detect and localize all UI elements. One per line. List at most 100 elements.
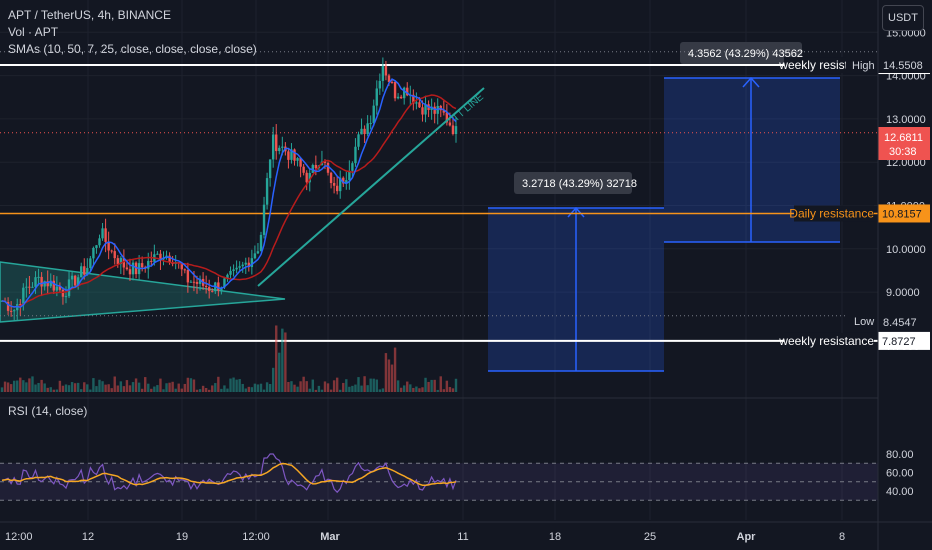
candle-body [448,122,452,126]
candle-body [412,94,415,104]
candle-body [396,96,400,99]
volume-bar [31,376,34,392]
candle-body [375,88,378,106]
x-axis-tick: 11 [457,531,468,543]
volume-bar [134,378,138,392]
x-axis-tick: 12:00 [5,531,33,543]
volume-bar [238,379,241,392]
candle-body [86,267,89,275]
candle-body [58,286,62,290]
volume-bar [378,389,382,392]
volume-bar [76,382,80,392]
x-axis-tick: Apr [737,531,757,543]
volume-bar [302,376,305,392]
candle-body [302,166,305,173]
candle-body [278,147,281,152]
candle-body [296,158,299,161]
rsi-axis-tick: 40.00 [886,486,914,498]
volume-bar [156,385,159,392]
projection-label: 3.2718 (43.29%) 32718 [522,178,637,190]
candle-body [61,289,65,297]
volume-bar [40,379,43,392]
volume-bar [189,378,193,392]
volume-bar [287,381,290,392]
candle-body [433,106,436,114]
candle-body [52,280,55,291]
volume-bar [159,378,162,392]
volume-bar [439,376,442,392]
volume-bar [323,381,327,392]
volume-bar [430,379,433,392]
level-price-tag [878,204,930,223]
volume-bar [372,378,375,392]
x-axis-tick: 8 [839,531,845,543]
candle-body [150,260,153,262]
volume-bar [165,383,168,392]
volume-bar [150,388,153,392]
candle-body [399,96,403,99]
candle-body [34,277,37,287]
volume-bar [235,379,238,392]
volume-bar [393,347,397,392]
candle-body [262,204,266,235]
volume-bar [293,384,296,392]
candle-body [55,286,59,291]
volume-bar [253,383,257,392]
volume-bar [259,383,263,392]
candle-body [192,281,196,283]
volume-bars [0,325,458,392]
volume-bar [247,386,251,392]
candle-body [101,228,104,239]
volume-bar [244,388,247,392]
volume-bar [140,388,144,392]
candle-body [329,172,333,184]
candle-body [64,296,68,298]
candle-body [308,172,311,183]
volume-bar [110,388,113,392]
candle-body [442,110,446,113]
candle-body [73,275,77,286]
volume-bar [369,378,372,392]
volume-bar [412,387,415,392]
volume-bar [284,332,287,392]
candle-body [168,255,171,263]
candle-body [454,126,458,134]
candle-body [244,262,247,265]
volume-bar [186,377,190,392]
candle-body [198,278,202,284]
sma-fast-line [1,78,457,309]
volume-bar [278,352,281,392]
candle-body [378,80,382,89]
volume-bar [49,387,52,392]
candle-body [128,269,132,275]
volume-bar [354,384,357,392]
volume-bar [52,389,55,392]
volume-bar [220,388,223,392]
x-axis-tick: 25 [644,531,656,543]
candle-body [40,276,43,287]
volume-bar [25,382,28,392]
high-value-bg [878,56,930,73]
volume-bar [177,383,180,392]
volume-bar [271,367,275,392]
candle-body [104,228,107,242]
volume-bar [9,384,13,392]
currency-button[interactable]: USDT [882,5,924,31]
volume-bar [168,382,171,392]
volume-bar [375,379,378,392]
volume-bar [125,380,129,392]
volume-bar [107,384,110,392]
volume-bar [451,388,455,392]
volume-bar [418,388,421,392]
volume-bar [275,325,278,392]
projection-label-bg [680,42,802,64]
volume-bar [147,383,150,392]
candle-body [363,128,366,135]
candle-body [238,266,241,268]
projection-label: 4.3562 (43.29%) 43562 [688,48,803,60]
candle-body [335,185,339,192]
volume-bar [442,389,446,392]
candle-body [332,183,336,186]
candle-body [287,151,290,160]
